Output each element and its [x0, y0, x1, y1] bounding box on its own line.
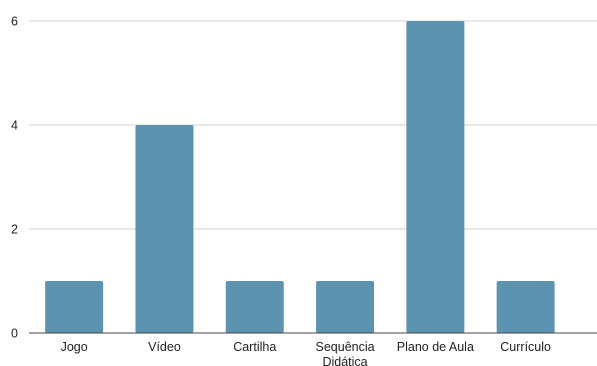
- y-tick-label: 6: [11, 15, 18, 29]
- x-category-label-line: Plano de Aula: [397, 340, 474, 354]
- x-category-label-line: Cartilha: [233, 340, 276, 354]
- x-category-label-line: Vídeo: [148, 340, 181, 354]
- y-tick-label: 0: [11, 327, 18, 341]
- x-category-label: Currículo: [500, 340, 551, 354]
- bar: [135, 125, 194, 333]
- y-axis-tick-labels: 0 2 4 6: [11, 15, 18, 341]
- gridlines: [29, 20, 597, 230]
- x-category-label-line: Sequência: [316, 340, 375, 354]
- x-category-label: Cartilha: [233, 340, 276, 354]
- x-category-label-line: Didática: [322, 355, 367, 366]
- bar: [225, 281, 284, 333]
- bar: [316, 281, 375, 333]
- x-axis-category-labels: Jogo Vídeo Cartilha Sequência Didática Plano …: [61, 340, 551, 366]
- x-category-label-line: Jogo: [61, 340, 88, 354]
- x-category-label-line: Currículo: [500, 340, 551, 354]
- bar: [406, 21, 465, 333]
- x-category-label: Jogo: [61, 340, 88, 354]
- x-category-label: Plano de Aula: [397, 340, 474, 354]
- x-category-label: Sequência Didática: [316, 340, 375, 366]
- bar: [45, 281, 104, 333]
- bars: [45, 21, 555, 333]
- y-tick-label: 2: [11, 223, 18, 237]
- y-tick-label: 4: [11, 119, 18, 133]
- bar: [496, 281, 555, 333]
- x-category-label: Vídeo: [148, 340, 181, 354]
